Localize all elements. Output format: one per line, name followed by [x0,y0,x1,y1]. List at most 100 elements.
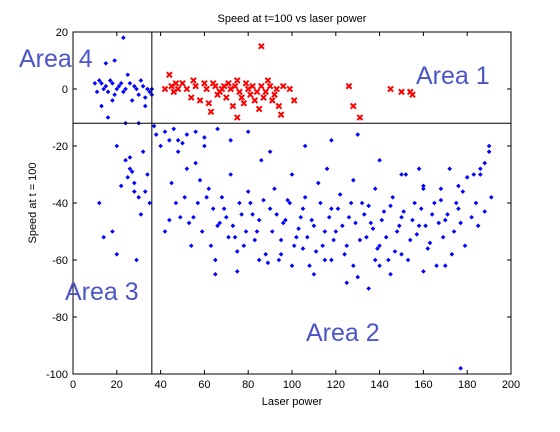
red-point [253,88,261,96]
x-tick-label: 80 [242,379,254,391]
blue-point [107,78,113,83]
blue-point [105,89,111,95]
blue-point [182,195,187,200]
blue-point [429,212,435,217]
blue-point [478,172,483,177]
blue-point [372,257,378,263]
blue-point [348,200,354,206]
red-point [258,82,265,90]
blue-point [101,234,106,240]
blue-point [175,138,181,143]
blue-point [370,226,376,231]
blue-point [103,61,109,66]
blue-point [326,214,332,220]
blue-point [274,212,279,217]
blue-point [234,249,240,254]
blue-point [140,149,146,154]
red-point [161,85,169,93]
blue-point [473,200,479,206]
blue-point [377,157,382,163]
red-point [260,94,267,101]
blue-point [416,166,422,172]
blue-point [202,135,207,140]
blue-point [180,140,185,146]
blue-point [460,189,466,194]
blue-point [351,263,356,268]
blue-point [125,175,131,180]
blue-point [147,200,152,206]
blue-point [94,89,100,95]
blue-point [475,223,481,229]
blue-point [412,200,417,206]
red-series [161,42,416,121]
blue-point [399,252,404,257]
blue-point [300,246,306,251]
blue-point [138,78,144,83]
blue-point [219,195,225,200]
red-point [255,105,263,113]
blue-point [423,223,428,229]
blue-point [134,86,139,92]
y-tick-label: -100 [46,369,68,381]
red-point [350,102,357,110]
blue-point [145,86,150,92]
red-point [249,82,256,90]
blue-point [353,220,358,226]
blue-point [482,160,488,166]
blue-point [110,98,115,103]
blue-point [451,229,457,234]
x-tick-label: 120 [327,379,345,391]
x-tick-label: 0 [70,379,76,391]
blue-point [153,132,159,137]
blue-point [121,35,126,40]
red-point [271,91,278,99]
blue-point [388,203,393,209]
blue-point [224,214,229,220]
blue-point [228,138,233,143]
blue-point [366,286,371,291]
blue-point [125,72,131,78]
blue-point [167,217,172,223]
x-tick-label: 180 [458,379,476,391]
red-point [207,108,215,116]
blue-point [381,209,387,214]
blue-point [239,212,244,217]
red-point [225,79,232,87]
red-point [227,85,234,93]
blue-point [351,177,356,183]
blue-point [193,160,198,166]
blue-point [127,166,133,172]
blue-point [110,81,115,86]
blue-point [237,200,242,206]
blue-point [449,252,455,257]
blue-point [136,92,141,97]
blue-point [443,217,448,223]
blue-point [226,234,231,240]
blue-point [305,234,310,240]
red-point [201,79,208,87]
blue-point [453,200,459,206]
blue-point [132,83,137,89]
blue-point [403,172,409,177]
red-point [172,79,180,87]
blue-point [302,143,308,149]
red-point [356,114,364,121]
blue-point [118,183,124,189]
blue-point [140,83,146,89]
red-point [251,97,259,104]
blue-point [208,243,214,249]
area-2-label: Area 2 [306,319,380,347]
blue-point [193,129,198,135]
blue-point [289,263,295,268]
blue-point [103,83,109,89]
blue-point [142,103,148,109]
red-point [205,99,213,107]
blue-point [105,115,111,120]
blue-point [331,237,336,243]
red-point [387,85,394,93]
blue-point [421,183,426,189]
blue-point [186,220,192,226]
blue-point [311,271,317,277]
blue-point [276,257,282,263]
blue-point [427,240,433,246]
